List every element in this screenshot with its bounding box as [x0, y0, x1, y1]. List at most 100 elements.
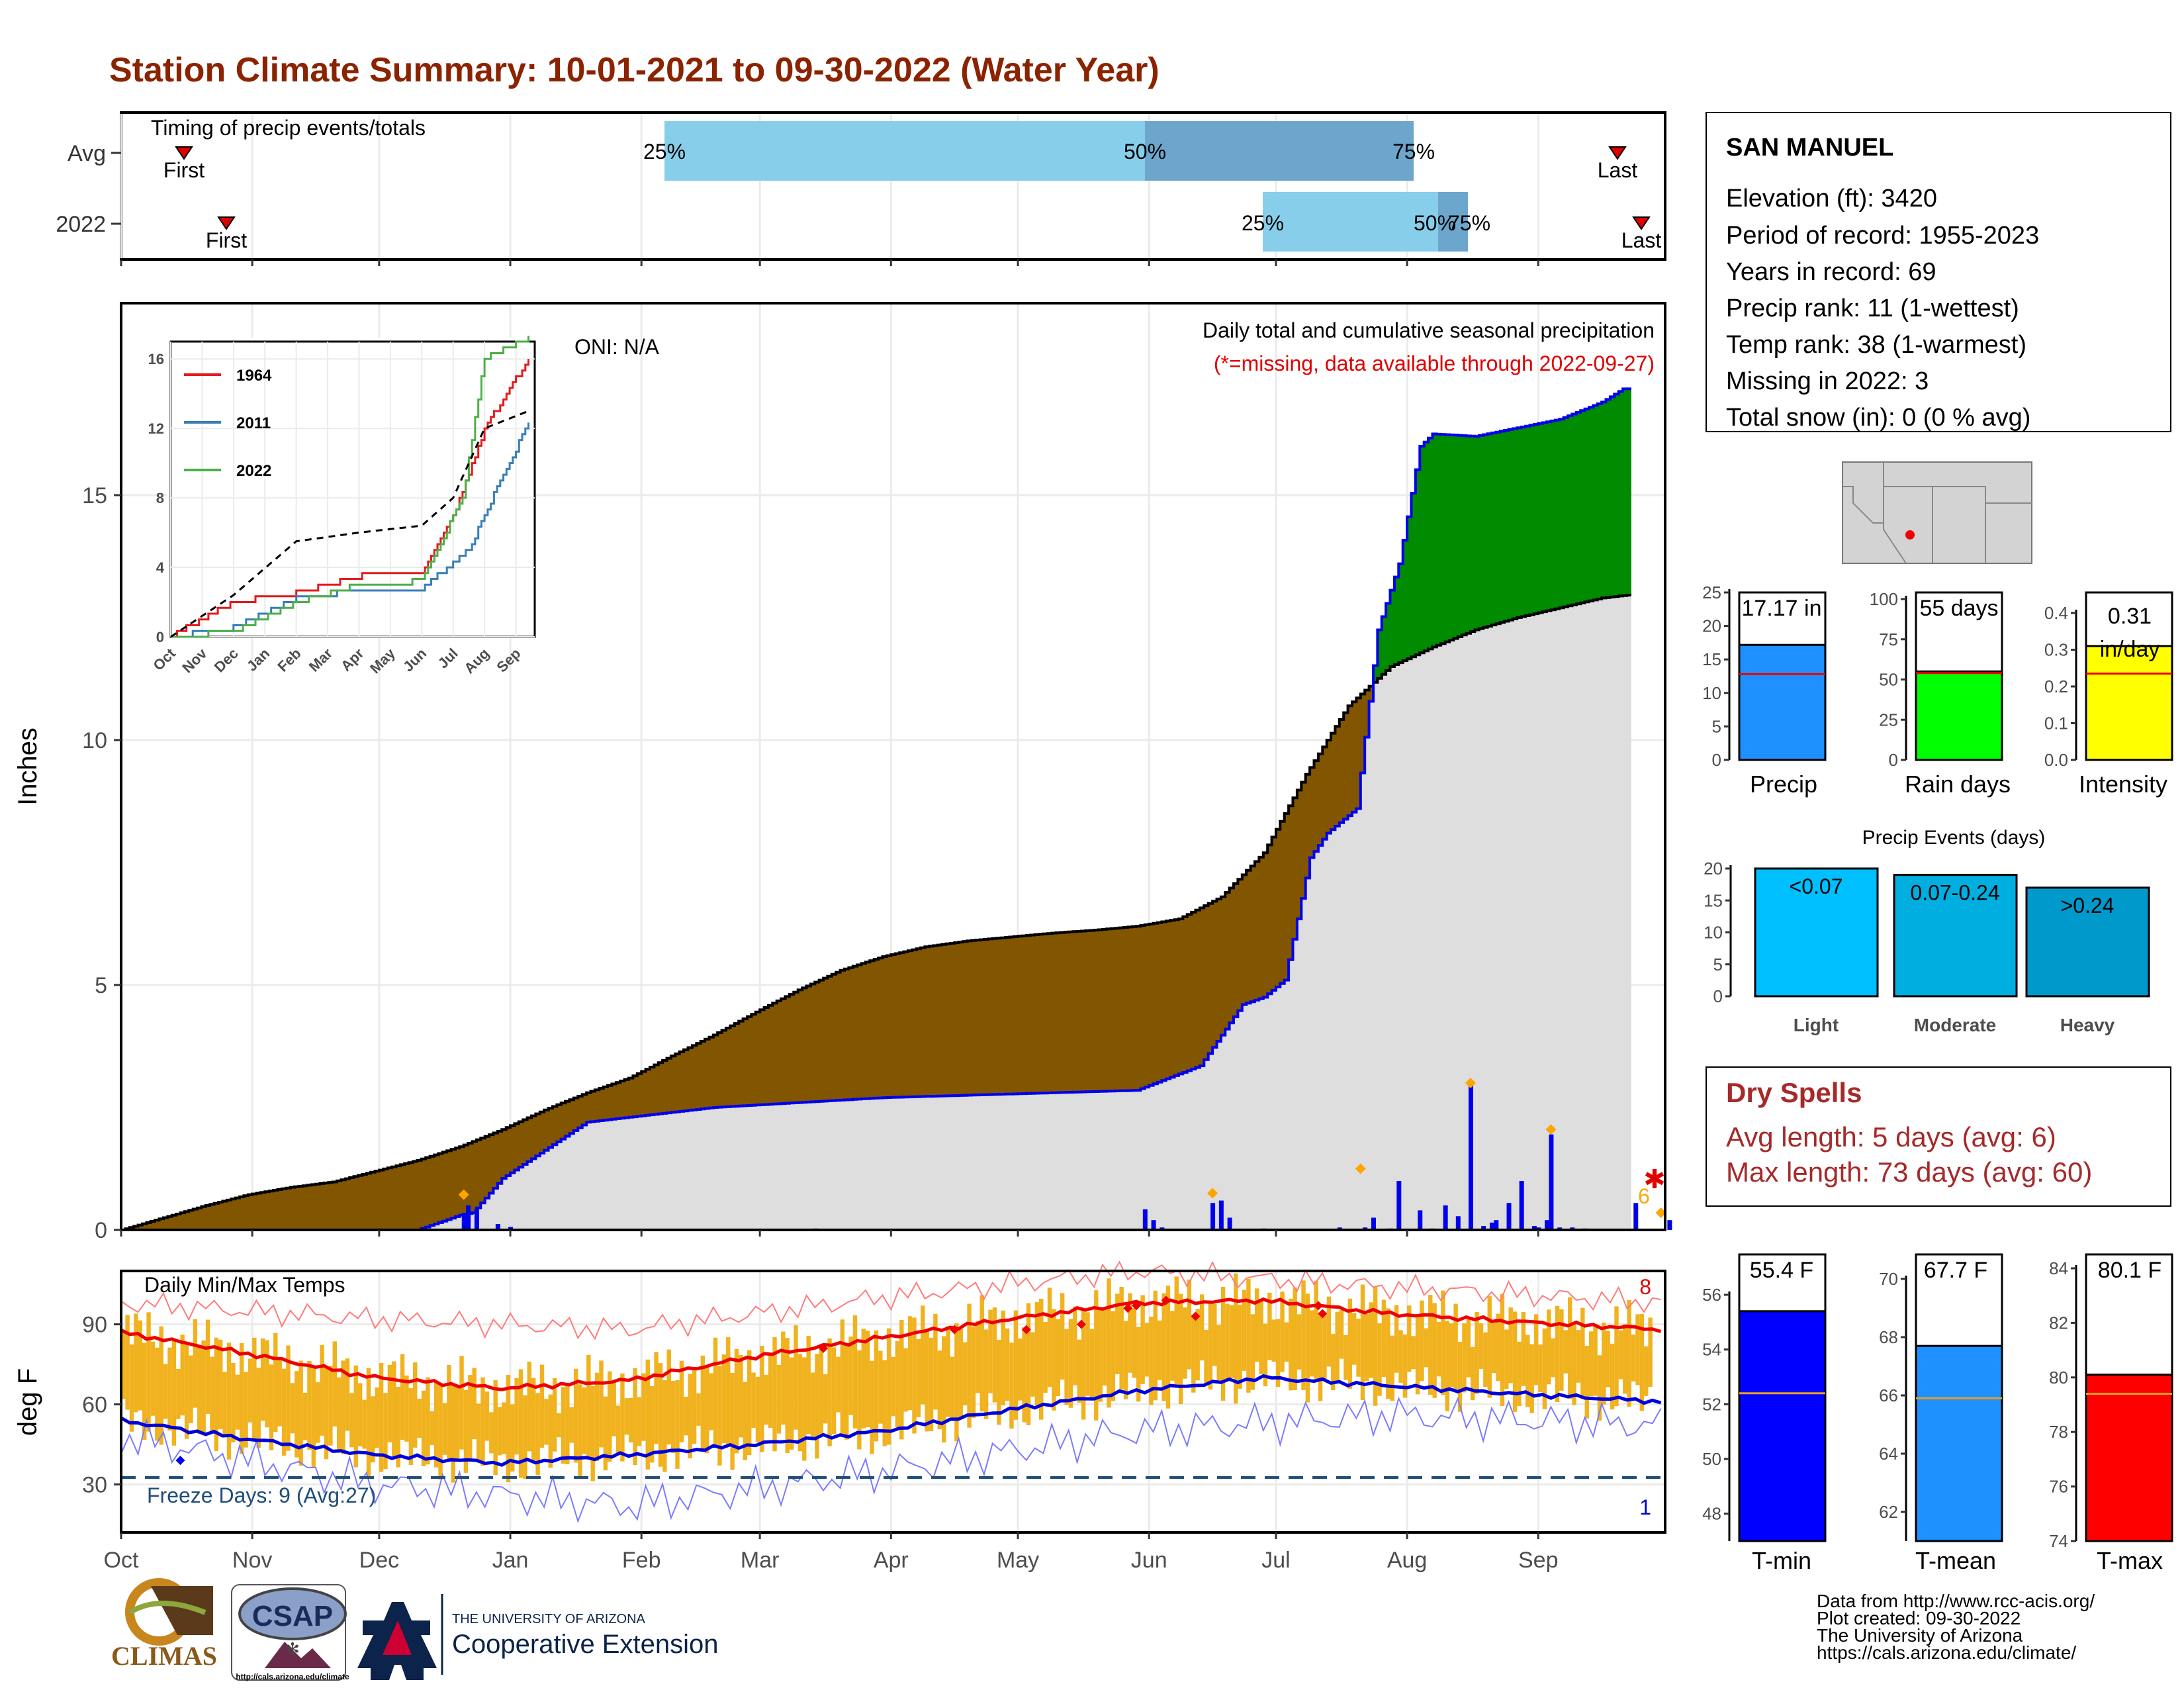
daily-temp-bar [903, 1348, 908, 1412]
daily-temp-bar [1627, 1299, 1631, 1407]
record-high-marker [1132, 1301, 1142, 1311]
daily-temp-bar [1005, 1328, 1010, 1401]
daily-temp-bar [992, 1307, 997, 1403]
record-low-marker [175, 1456, 185, 1466]
precip-y-tick-label: 15 [82, 483, 107, 508]
daily-temp-bar [302, 1392, 308, 1440]
daily-temp-bar [878, 1350, 883, 1424]
daily-temp-bar [730, 1372, 735, 1470]
climas-logo: CLIMAS [111, 1578, 217, 1671]
inset-gridlines [170, 342, 535, 637]
daily-temp-bar [1001, 1310, 1005, 1406]
event-marker [1545, 1124, 1557, 1135]
summary-y-tick-label: 78 [2049, 1422, 2068, 1442]
tmin-chart: 48 50 52 54 56 [1702, 1253, 1827, 1542]
daily-temp-bar [1623, 1324, 1627, 1394]
daily-temp-bar [1453, 1303, 1458, 1389]
daily-temp-bar [1563, 1330, 1568, 1374]
daily-temp-bar [916, 1338, 921, 1417]
daily-temp-bar [417, 1399, 422, 1438]
month-label: Jan [492, 1548, 529, 1573]
daily-temp-bar [433, 1382, 439, 1468]
record-high-marker [1313, 1301, 1323, 1311]
daily-temp-bar [438, 1384, 443, 1480]
daily-temp-bar [764, 1374, 768, 1425]
month-label: Sep [1518, 1548, 1559, 1573]
daily-temp-bar [1208, 1303, 1213, 1390]
daily-temp-bar [210, 1356, 214, 1434]
daily-temp-bar [1394, 1305, 1399, 1373]
daily-temp-bar [1606, 1331, 1610, 1387]
precip-y-tick-label: 0 [95, 1218, 107, 1243]
station-info-box: SAN MANUEL Elevation (ft): 3420 Period o… [1706, 112, 2171, 432]
daily-temp-bar [366, 1368, 371, 1476]
daily-temp-bar [371, 1396, 375, 1463]
daily-precip-bar [1371, 1217, 1376, 1230]
dry-spells-frame [1706, 1066, 2171, 1207]
daily-temp-bar [827, 1338, 832, 1446]
daily-temp-bar [886, 1328, 891, 1445]
daily-temp-bar [942, 1336, 946, 1443]
daily-temp-bar [1009, 1342, 1014, 1429]
daily-temp-bar [1013, 1310, 1019, 1420]
timing-label: Timing of precip events/totals [151, 116, 426, 140]
events-bar [1893, 874, 2018, 998]
daily-temp-bar [654, 1352, 659, 1444]
daily-temp-bar [396, 1386, 400, 1468]
oni-label: ONI: N/A [574, 335, 660, 359]
daily-temp-bar [1026, 1303, 1031, 1425]
daily-temp-bar [1119, 1287, 1124, 1390]
tmean-chart: 62 64 66 68 70 [1879, 1253, 2003, 1542]
daily-precip-bar [1531, 1226, 1537, 1230]
daily-temp-bar [539, 1364, 545, 1448]
daily-temp-bar [645, 1359, 650, 1470]
daily-temp-bar [1254, 1288, 1259, 1362]
missing-note: (*=missing, data available through 2022-… [1214, 352, 1655, 375]
daily-temp-bar [1631, 1335, 1636, 1382]
cumulative-base-area [121, 595, 1631, 1230]
daily-temp-bar [561, 1387, 566, 1464]
daily-temp-bar [1132, 1308, 1137, 1378]
daily-temp-bar [544, 1399, 549, 1445]
summary-y-tick-label: 0.1 [2044, 714, 2068, 733]
daily-temp-bar [937, 1350, 942, 1430]
record-max-count: 8 [1639, 1275, 1651, 1299]
daily-temp-bar [768, 1354, 773, 1428]
daily-temp-bar [976, 1321, 980, 1393]
daily-temp-bar [586, 1354, 591, 1458]
daily-temp-bar [1441, 1290, 1445, 1395]
daily-temp-bar [1436, 1321, 1441, 1377]
daily-temp-bar [1204, 1330, 1208, 1384]
summary-y-tick-label: 0.3 [2044, 640, 2068, 660]
daily-temp-bar [1356, 1318, 1361, 1377]
daily-temp-bar [332, 1341, 337, 1427]
month-label: Dec [359, 1548, 399, 1573]
daily-temp-bar [925, 1331, 929, 1432]
daily-temp-bar [582, 1387, 587, 1454]
intensity-chart: 0.0 0.1 0.2 0.3 0.4 [2044, 591, 2173, 770]
value-bar [1738, 643, 1827, 761]
daily-temp-bar [476, 1403, 481, 1460]
daily-temp-bar [387, 1364, 392, 1442]
event-count-label: 6 [1638, 1184, 1650, 1208]
daily-temp-bar [594, 1372, 600, 1462]
daily-temp-bar [531, 1378, 536, 1462]
average-min-line [120, 1374, 1662, 1467]
daily-temp-bar [1377, 1323, 1382, 1396]
daily-temp-bar [1170, 1311, 1175, 1381]
daily-precip-bar [508, 1227, 514, 1230]
daily-precip-bar [1455, 1216, 1461, 1230]
daily-temp-bar [400, 1354, 405, 1440]
daily-temp-bar [967, 1303, 972, 1428]
event-marker [458, 1189, 469, 1200]
precip-y-tick-label: 5 [95, 973, 107, 998]
daily-temp-bar [552, 1378, 557, 1452]
locator-map [1842, 461, 2032, 564]
daily-temp-bar [1178, 1293, 1183, 1404]
daily-temp-bar [1094, 1290, 1099, 1421]
ua-small-text: THE UNIVERSITY OF ARIZONA [452, 1612, 646, 1626]
daily-temp-bar [1102, 1307, 1107, 1386]
daily-temp-bar [1618, 1330, 1623, 1380]
daily-temp-bar [1584, 1346, 1589, 1419]
temp-y-label: deg F [13, 1368, 42, 1436]
